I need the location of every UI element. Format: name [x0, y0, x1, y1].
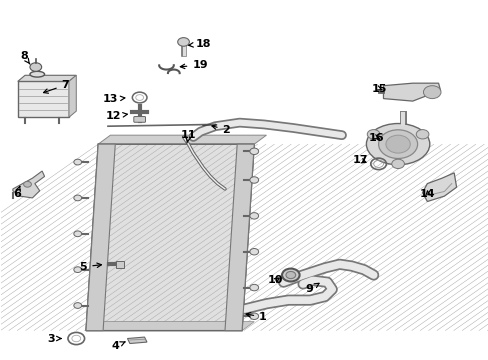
Circle shape: [378, 130, 417, 158]
Bar: [116, 261, 123, 268]
Ellipse shape: [366, 123, 429, 165]
Circle shape: [282, 269, 299, 282]
Text: 10: 10: [267, 275, 283, 285]
Ellipse shape: [30, 71, 44, 77]
Text: 19: 19: [180, 60, 207, 70]
Polygon shape: [86, 321, 254, 330]
Polygon shape: [86, 144, 254, 330]
Polygon shape: [69, 75, 76, 117]
FancyBboxPatch shape: [18, 81, 69, 117]
Circle shape: [23, 181, 31, 187]
Circle shape: [74, 267, 81, 273]
Text: 4: 4: [112, 341, 125, 351]
Circle shape: [249, 213, 258, 219]
Polygon shape: [224, 144, 254, 330]
Circle shape: [366, 130, 379, 139]
Polygon shape: [422, 173, 456, 202]
Text: 1: 1: [245, 312, 266, 322]
Circle shape: [249, 177, 258, 183]
Circle shape: [249, 248, 258, 255]
Polygon shape: [13, 171, 44, 198]
FancyBboxPatch shape: [134, 117, 145, 122]
Circle shape: [385, 135, 409, 153]
Circle shape: [415, 130, 428, 139]
Circle shape: [285, 271, 295, 279]
Circle shape: [423, 86, 440, 99]
Text: 9: 9: [305, 283, 319, 294]
Circle shape: [74, 303, 81, 309]
Polygon shape: [383, 83, 440, 101]
Text: 3: 3: [47, 333, 61, 343]
Circle shape: [74, 159, 81, 165]
Circle shape: [74, 231, 81, 237]
Text: 15: 15: [370, 84, 386, 94]
Text: 7: 7: [43, 80, 69, 93]
Text: 5: 5: [80, 262, 101, 272]
Text: 18: 18: [188, 39, 211, 49]
Circle shape: [177, 38, 189, 46]
Text: 16: 16: [368, 133, 384, 143]
Circle shape: [249, 284, 258, 291]
Text: 13: 13: [103, 94, 124, 104]
Text: 12: 12: [105, 111, 127, 121]
Text: 8: 8: [20, 51, 30, 64]
Polygon shape: [18, 75, 76, 81]
Text: 17: 17: [352, 155, 367, 165]
Circle shape: [74, 195, 81, 201]
Text: 6: 6: [13, 186, 20, 199]
Polygon shape: [86, 144, 115, 330]
Polygon shape: [98, 135, 266, 144]
Text: 14: 14: [419, 189, 435, 199]
Circle shape: [249, 313, 258, 319]
Text: 11: 11: [181, 130, 196, 143]
Circle shape: [249, 148, 258, 154]
Polygon shape: [127, 337, 147, 343]
Circle shape: [391, 159, 404, 168]
Circle shape: [30, 63, 41, 71]
Text: 2: 2: [211, 125, 230, 135]
